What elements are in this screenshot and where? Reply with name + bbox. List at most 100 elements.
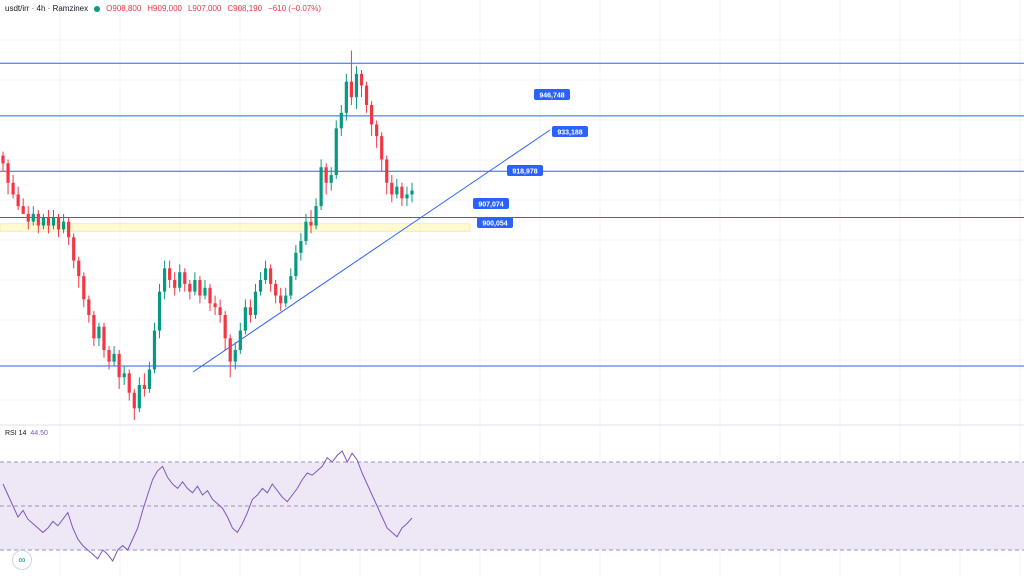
open-value: O908,800	[106, 4, 142, 13]
candle-body	[97, 326, 101, 339]
change-value: −610 (−0.07%)	[268, 4, 321, 13]
candle-body	[56, 217, 61, 230]
candle-body	[21, 206, 25, 214]
candle-body	[142, 385, 146, 389]
candle-body	[77, 260, 81, 277]
close-value: C908,190	[227, 4, 263, 13]
candle-body	[339, 112, 343, 129]
level-label-box[interactable]	[477, 217, 513, 228]
candle-body	[51, 217, 56, 226]
candle-body	[26, 213, 30, 222]
rsi-value: 44.50	[30, 430, 48, 437]
candle-body	[203, 287, 207, 296]
candle-body	[380, 136, 384, 160]
candle-body	[233, 350, 237, 362]
support-zone[interactable]	[0, 223, 471, 232]
candle-body	[102, 326, 106, 350]
low-value: L907,000	[187, 4, 222, 13]
level-label: 933,188	[557, 130, 582, 137]
candle-body	[112, 353, 116, 362]
candle-body	[248, 307, 253, 315]
candle-body	[46, 217, 51, 226]
candle-body	[370, 105, 374, 125]
candle-body	[314, 206, 318, 226]
link-glyph: ∞	[18, 554, 26, 566]
level-label: 900,054	[482, 221, 507, 228]
candle-body	[198, 280, 202, 296]
candle-body	[390, 182, 394, 195]
level-label-box[interactable]	[473, 198, 509, 209]
candle-body	[152, 330, 157, 370]
candle-body	[6, 163, 10, 183]
candle-body	[218, 307, 222, 315]
candle-body	[284, 295, 288, 304]
candle-body	[137, 385, 141, 409]
link-icon[interactable]: ∞	[12, 550, 32, 570]
candle-body	[304, 221, 308, 242]
candle-body	[274, 283, 278, 296]
candle-body	[157, 291, 162, 331]
candle-body	[11, 182, 15, 195]
candle-body	[410, 190, 414, 195]
candle-body	[147, 369, 152, 389]
candle-body	[173, 280, 177, 288]
trend-line[interactable]	[192, 129, 551, 373]
level-label: 918,978	[512, 169, 537, 176]
candle-body	[162, 268, 167, 292]
candle-body	[334, 128, 338, 175]
candle-body	[279, 295, 283, 304]
candle-body	[41, 217, 45, 226]
candle-body	[92, 315, 96, 339]
candle-body	[400, 186, 404, 199]
candle-body	[117, 353, 121, 378]
candle-body	[349, 81, 354, 98]
candle-body	[324, 167, 328, 183]
chart-legend: usdt/irr · 4h · Ramzinex O908,800 H909,0…	[5, 4, 321, 13]
market-status-icon	[94, 5, 101, 12]
rsi-line	[2, 450, 413, 562]
candle-body	[61, 221, 66, 230]
candle-body	[395, 186, 399, 195]
rsi-label[interactable]: RSI 14	[5, 430, 27, 437]
candle-body	[223, 315, 227, 339]
candle-body	[238, 330, 242, 350]
candle-body	[269, 268, 273, 284]
candle-body	[72, 237, 76, 261]
candle-body	[132, 392, 136, 409]
candle-body	[364, 85, 369, 105]
candle-body	[36, 213, 40, 226]
candle-body	[168, 268, 172, 280]
candle-body	[294, 252, 298, 277]
level-label-box[interactable]	[507, 165, 543, 176]
candle-body	[127, 373, 131, 393]
candle-body	[319, 167, 323, 207]
level-label-box[interactable]	[534, 89, 570, 100]
candle-body	[329, 175, 333, 183]
candle-body	[16, 194, 20, 207]
candle-body	[354, 73, 359, 98]
candle-body	[208, 287, 212, 304]
candle-body	[183, 272, 187, 284]
level-label-box[interactable]	[552, 126, 588, 137]
candle-body	[385, 159, 389, 183]
candle-body	[188, 283, 192, 292]
rsi-legend: RSI 14 44.50	[5, 430, 48, 437]
candle-body	[309, 221, 313, 226]
candle-body	[375, 124, 379, 137]
candle-body	[122, 373, 126, 378]
candle-body	[213, 303, 217, 308]
level-label: 907,074	[478, 202, 503, 209]
symbol-label[interactable]: usdt/irr · 4h · Ramzinex	[5, 4, 89, 13]
candle-body	[344, 81, 348, 113]
high-value: H909,000	[147, 4, 182, 13]
level-label: 946,748	[539, 93, 564, 100]
candle-body	[228, 338, 232, 362]
candle-body	[289, 276, 293, 296]
candle-body	[299, 241, 303, 253]
candle-body	[253, 291, 258, 315]
candle-body	[258, 280, 263, 292]
candle-body	[193, 280, 197, 292]
candle-body	[67, 221, 71, 238]
candle-body	[87, 299, 91, 315]
